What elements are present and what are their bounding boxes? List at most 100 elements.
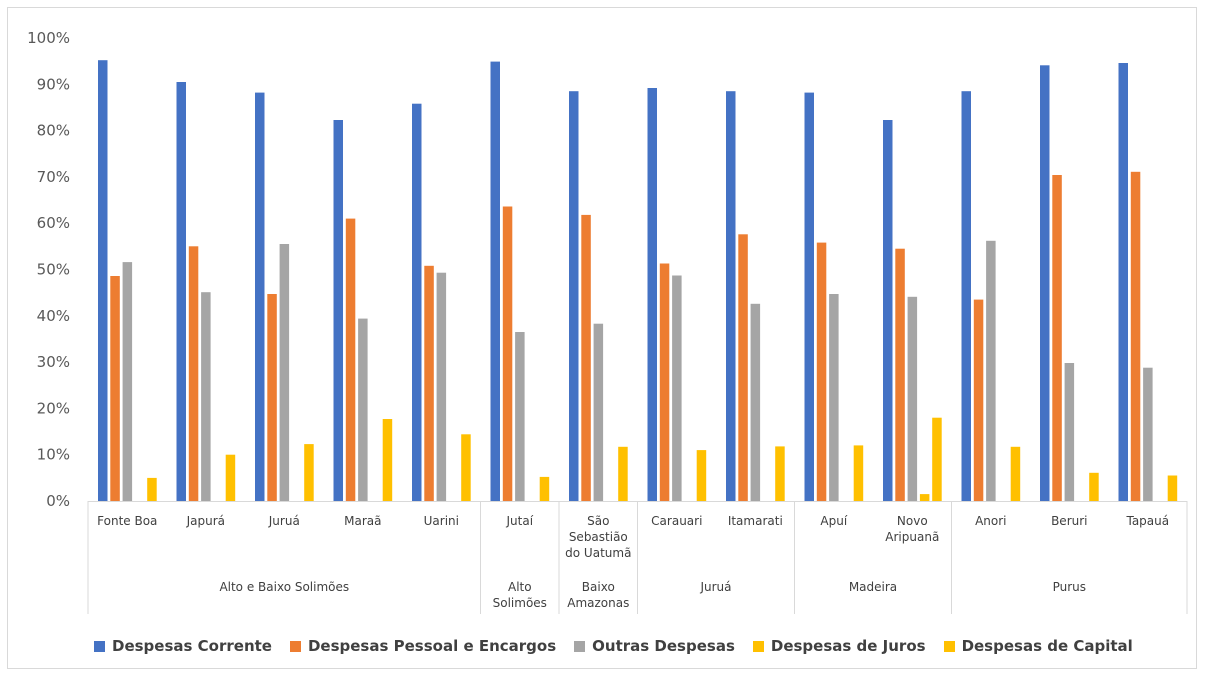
legend-item: Despesas de Juros <box>752 637 926 655</box>
bar-2 <box>345 218 356 501</box>
bar-5 <box>539 476 550 501</box>
bar-2 <box>502 206 513 501</box>
bar-3 <box>986 240 996 502</box>
bar-5 <box>304 444 314 501</box>
bar-2 <box>895 248 905 501</box>
category-label-line: Jutaí <box>506 514 534 528</box>
y-tick-label: 80% <box>37 122 70 140</box>
y-tick-label: 30% <box>37 353 70 371</box>
bar-2 <box>188 246 199 501</box>
bar-2 <box>738 234 748 502</box>
bar-5 <box>853 445 864 501</box>
category-label-line: Novo <box>897 514 928 528</box>
category-label: Maraã <box>344 514 381 528</box>
bar-3 <box>279 244 290 501</box>
bar-2 <box>581 214 591 501</box>
category-label-line: Sebastião <box>569 530 628 544</box>
bar-1 <box>490 61 500 501</box>
bar-1 <box>647 88 657 501</box>
category-label-line: Apuí <box>820 514 847 528</box>
category-label: Carauari <box>651 514 702 528</box>
group-label: Purus <box>1053 580 1086 594</box>
legend-label: Despesas Pessoal e Encargos <box>307 637 557 655</box>
legend-item: Despesas de Capital <box>943 637 1133 655</box>
bar-3 <box>672 275 682 501</box>
group-label-line: Solimões <box>493 596 547 610</box>
legend-swatch <box>943 640 955 652</box>
category-label: Jutaí <box>506 514 534 528</box>
category-label-line: Tapauá <box>1125 514 1169 528</box>
category-label-line: Anori <box>975 514 1006 528</box>
bar-5 <box>147 477 157 501</box>
category-label-line: Juruá <box>268 514 300 528</box>
bar-1 <box>726 91 736 501</box>
category-label-line: Carauari <box>651 514 702 528</box>
bar-1 <box>412 103 422 501</box>
bar-5 <box>775 446 785 501</box>
bar-2 <box>267 294 277 501</box>
bar-5 <box>461 434 471 501</box>
legend-label: Despesas Corrente <box>112 637 272 655</box>
bar-5 <box>1167 475 1178 501</box>
category-label: Juruá <box>268 514 300 528</box>
bar-2 <box>1130 171 1141 502</box>
bar-1 <box>176 82 186 501</box>
bar-2 <box>424 265 434 501</box>
legend-label: Despesas de Capital <box>961 637 1133 655</box>
bar-2 <box>816 242 827 501</box>
category-label: Anori <box>975 514 1006 528</box>
bar-1 <box>98 60 108 501</box>
category-label: Tapauá <box>1125 514 1169 528</box>
category-label: Fonte Boa <box>97 514 157 528</box>
bar-3 <box>1143 367 1153 501</box>
category-label-line: Fonte Boa <box>97 514 157 528</box>
legend-item: Outras Despesas <box>574 637 735 655</box>
bar-1 <box>569 91 579 501</box>
group-label: Alto Solimões <box>493 580 547 610</box>
bar-3 <box>436 272 447 501</box>
category-label: Beruri <box>1051 514 1087 528</box>
category-label-line: Uarini <box>424 514 459 528</box>
y-tick-label: 50% <box>37 261 70 279</box>
y-tick-label: 70% <box>37 168 70 186</box>
chart-legend: Despesas Corrente Despesas Pessoal e Enca… <box>94 637 1151 655</box>
group-label-line: Amazonas <box>567 596 629 610</box>
bar-1 <box>255 92 265 501</box>
group-label: Madeira <box>849 580 897 594</box>
legend-swatch <box>289 640 301 652</box>
bar-5 <box>1089 472 1099 501</box>
legend-label: Despesas de Juros <box>770 637 926 655</box>
group-label-line: Purus <box>1053 580 1086 594</box>
bar-1 <box>961 91 971 501</box>
bar-5 <box>932 417 942 501</box>
category-label: Apuí <box>820 514 847 528</box>
category-label-line: Aripuanã <box>885 530 939 544</box>
bar-3 <box>358 318 368 501</box>
bar-1 <box>804 92 814 501</box>
group-label-line: Alto e Baixo Solimões <box>219 580 349 594</box>
category-label-line: do Uatumã <box>565 546 631 560</box>
y-tick-label: 40% <box>37 307 70 325</box>
category-label: Itamarati <box>728 514 783 528</box>
group-label: Juruá <box>699 580 731 594</box>
bar-3 <box>515 332 525 501</box>
group-label-line: Baixo <box>582 580 615 594</box>
category-label: Novo Aripuanã <box>885 514 939 544</box>
bar-1 <box>333 120 343 501</box>
group-label: Baixo Amazonas <box>567 580 629 610</box>
category-label: Japurá <box>186 514 225 528</box>
category-label-line: Beruri <box>1051 514 1087 528</box>
bar-4 <box>919 494 930 501</box>
y-tick-label: 20% <box>37 399 70 417</box>
bar-3 <box>907 296 918 501</box>
bar-1 <box>1040 65 1050 502</box>
y-tick-label: 10% <box>37 446 70 464</box>
bar-3 <box>593 323 604 501</box>
bar-5 <box>618 446 628 501</box>
bar-3 <box>829 294 839 501</box>
bar-5 <box>1010 446 1021 501</box>
category-label: São Sebastião do Uatumã <box>565 514 631 560</box>
y-tick-label: 90% <box>37 75 70 93</box>
y-tick-label: 0% <box>46 492 70 510</box>
